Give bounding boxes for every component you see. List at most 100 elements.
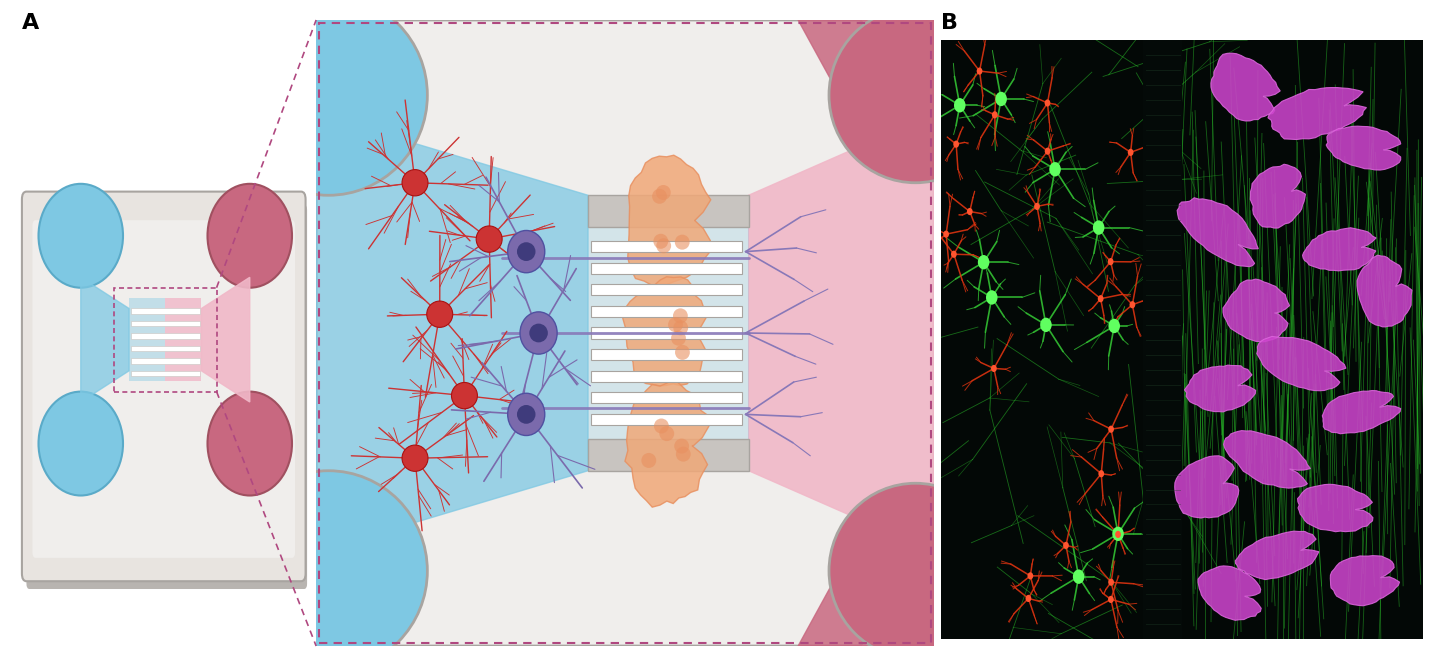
- Circle shape: [1108, 579, 1114, 586]
- Circle shape: [1108, 258, 1114, 265]
- Text: B: B: [941, 13, 958, 33]
- Circle shape: [427, 301, 453, 328]
- Circle shape: [1098, 470, 1104, 478]
- FancyBboxPatch shape: [33, 220, 295, 558]
- Circle shape: [1027, 572, 1033, 579]
- Bar: [165, 298, 201, 381]
- Bar: [1144, 40, 1183, 639]
- Bar: [591, 262, 743, 274]
- Circle shape: [657, 238, 671, 253]
- Circle shape: [673, 308, 688, 324]
- Polygon shape: [316, 114, 588, 552]
- Bar: [131, 371, 200, 376]
- Ellipse shape: [507, 393, 545, 436]
- Circle shape: [1045, 99, 1050, 107]
- Circle shape: [1112, 527, 1124, 541]
- Circle shape: [675, 447, 691, 462]
- Polygon shape: [1357, 255, 1413, 327]
- Circle shape: [977, 67, 983, 75]
- Bar: [131, 334, 200, 338]
- Bar: [131, 358, 200, 364]
- Circle shape: [402, 170, 428, 196]
- Ellipse shape: [207, 392, 292, 496]
- Circle shape: [1098, 295, 1104, 302]
- Circle shape: [1108, 319, 1119, 333]
- Circle shape: [1129, 301, 1135, 308]
- FancyBboxPatch shape: [22, 192, 306, 581]
- Bar: [131, 321, 200, 326]
- Circle shape: [829, 484, 1002, 659]
- Polygon shape: [1223, 279, 1289, 342]
- Circle shape: [986, 290, 997, 304]
- Circle shape: [529, 324, 547, 342]
- Circle shape: [402, 445, 428, 472]
- Circle shape: [517, 242, 536, 261]
- Bar: [591, 284, 743, 296]
- Bar: [941, 40, 1144, 639]
- Ellipse shape: [520, 312, 558, 354]
- Bar: [114, 288, 217, 392]
- Polygon shape: [798, 533, 934, 646]
- Polygon shape: [1302, 228, 1377, 271]
- Circle shape: [992, 111, 997, 119]
- Circle shape: [1063, 542, 1069, 549]
- Circle shape: [1026, 595, 1032, 602]
- Bar: [591, 414, 743, 425]
- Circle shape: [674, 439, 690, 454]
- Polygon shape: [1198, 566, 1262, 620]
- Circle shape: [1108, 426, 1114, 433]
- Ellipse shape: [207, 184, 292, 288]
- Polygon shape: [1236, 531, 1319, 579]
- Bar: [1181, 40, 1423, 639]
- Circle shape: [996, 92, 1007, 106]
- Polygon shape: [798, 20, 934, 133]
- Polygon shape: [588, 195, 749, 226]
- Circle shape: [954, 98, 966, 113]
- Circle shape: [652, 188, 667, 204]
- Circle shape: [230, 0, 427, 195]
- Bar: [591, 349, 743, 360]
- Polygon shape: [201, 277, 250, 402]
- Polygon shape: [1250, 165, 1305, 228]
- Circle shape: [1115, 531, 1121, 538]
- Circle shape: [1045, 148, 1050, 155]
- Bar: [131, 346, 200, 351]
- Ellipse shape: [39, 392, 124, 496]
- Circle shape: [671, 330, 685, 346]
- Ellipse shape: [39, 184, 124, 288]
- Circle shape: [977, 255, 990, 269]
- Text: A: A: [22, 13, 39, 33]
- Bar: [588, 226, 749, 440]
- Bar: [591, 370, 743, 382]
- Polygon shape: [1174, 456, 1239, 518]
- Circle shape: [655, 185, 671, 200]
- Polygon shape: [1211, 53, 1280, 121]
- Circle shape: [668, 317, 683, 332]
- Polygon shape: [1267, 87, 1367, 139]
- Circle shape: [641, 453, 657, 468]
- Circle shape: [953, 141, 958, 148]
- Polygon shape: [1224, 431, 1311, 488]
- Circle shape: [1073, 569, 1085, 584]
- Circle shape: [674, 320, 688, 335]
- Bar: [129, 298, 165, 381]
- Circle shape: [675, 234, 690, 250]
- Circle shape: [1040, 318, 1052, 332]
- Polygon shape: [1322, 390, 1401, 434]
- Circle shape: [967, 208, 973, 215]
- Polygon shape: [1177, 198, 1259, 266]
- Polygon shape: [1184, 365, 1256, 412]
- Circle shape: [992, 365, 997, 372]
- Polygon shape: [1298, 484, 1372, 531]
- Circle shape: [451, 382, 477, 409]
- Polygon shape: [1257, 336, 1346, 391]
- Circle shape: [1128, 149, 1134, 156]
- Circle shape: [654, 234, 668, 249]
- Polygon shape: [80, 277, 129, 402]
- Polygon shape: [588, 440, 749, 471]
- Polygon shape: [749, 114, 934, 552]
- Bar: [591, 306, 743, 317]
- Ellipse shape: [507, 230, 545, 273]
- Bar: [591, 392, 743, 404]
- Polygon shape: [622, 277, 707, 386]
